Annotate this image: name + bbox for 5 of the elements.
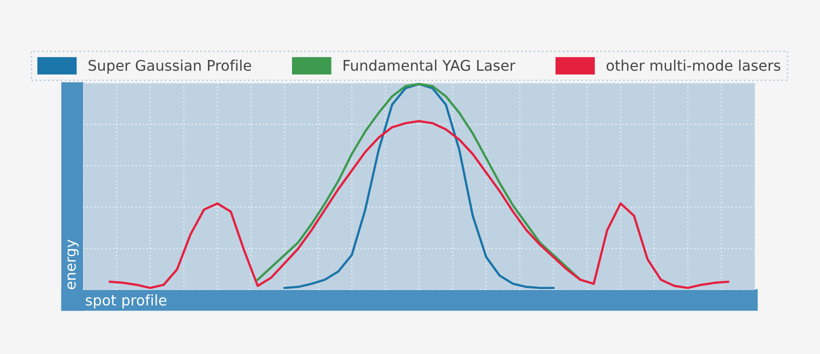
legend-label: Fundamental YAG Laser	[344, 60, 516, 71]
legend-label: other multi-mode lasers	[606, 60, 780, 71]
y-axis-title: energy	[67, 240, 79, 290]
x-axis-title: spot profile	[86, 294, 166, 308]
legend-label: Super Gaussian Profile	[88, 60, 252, 74]
